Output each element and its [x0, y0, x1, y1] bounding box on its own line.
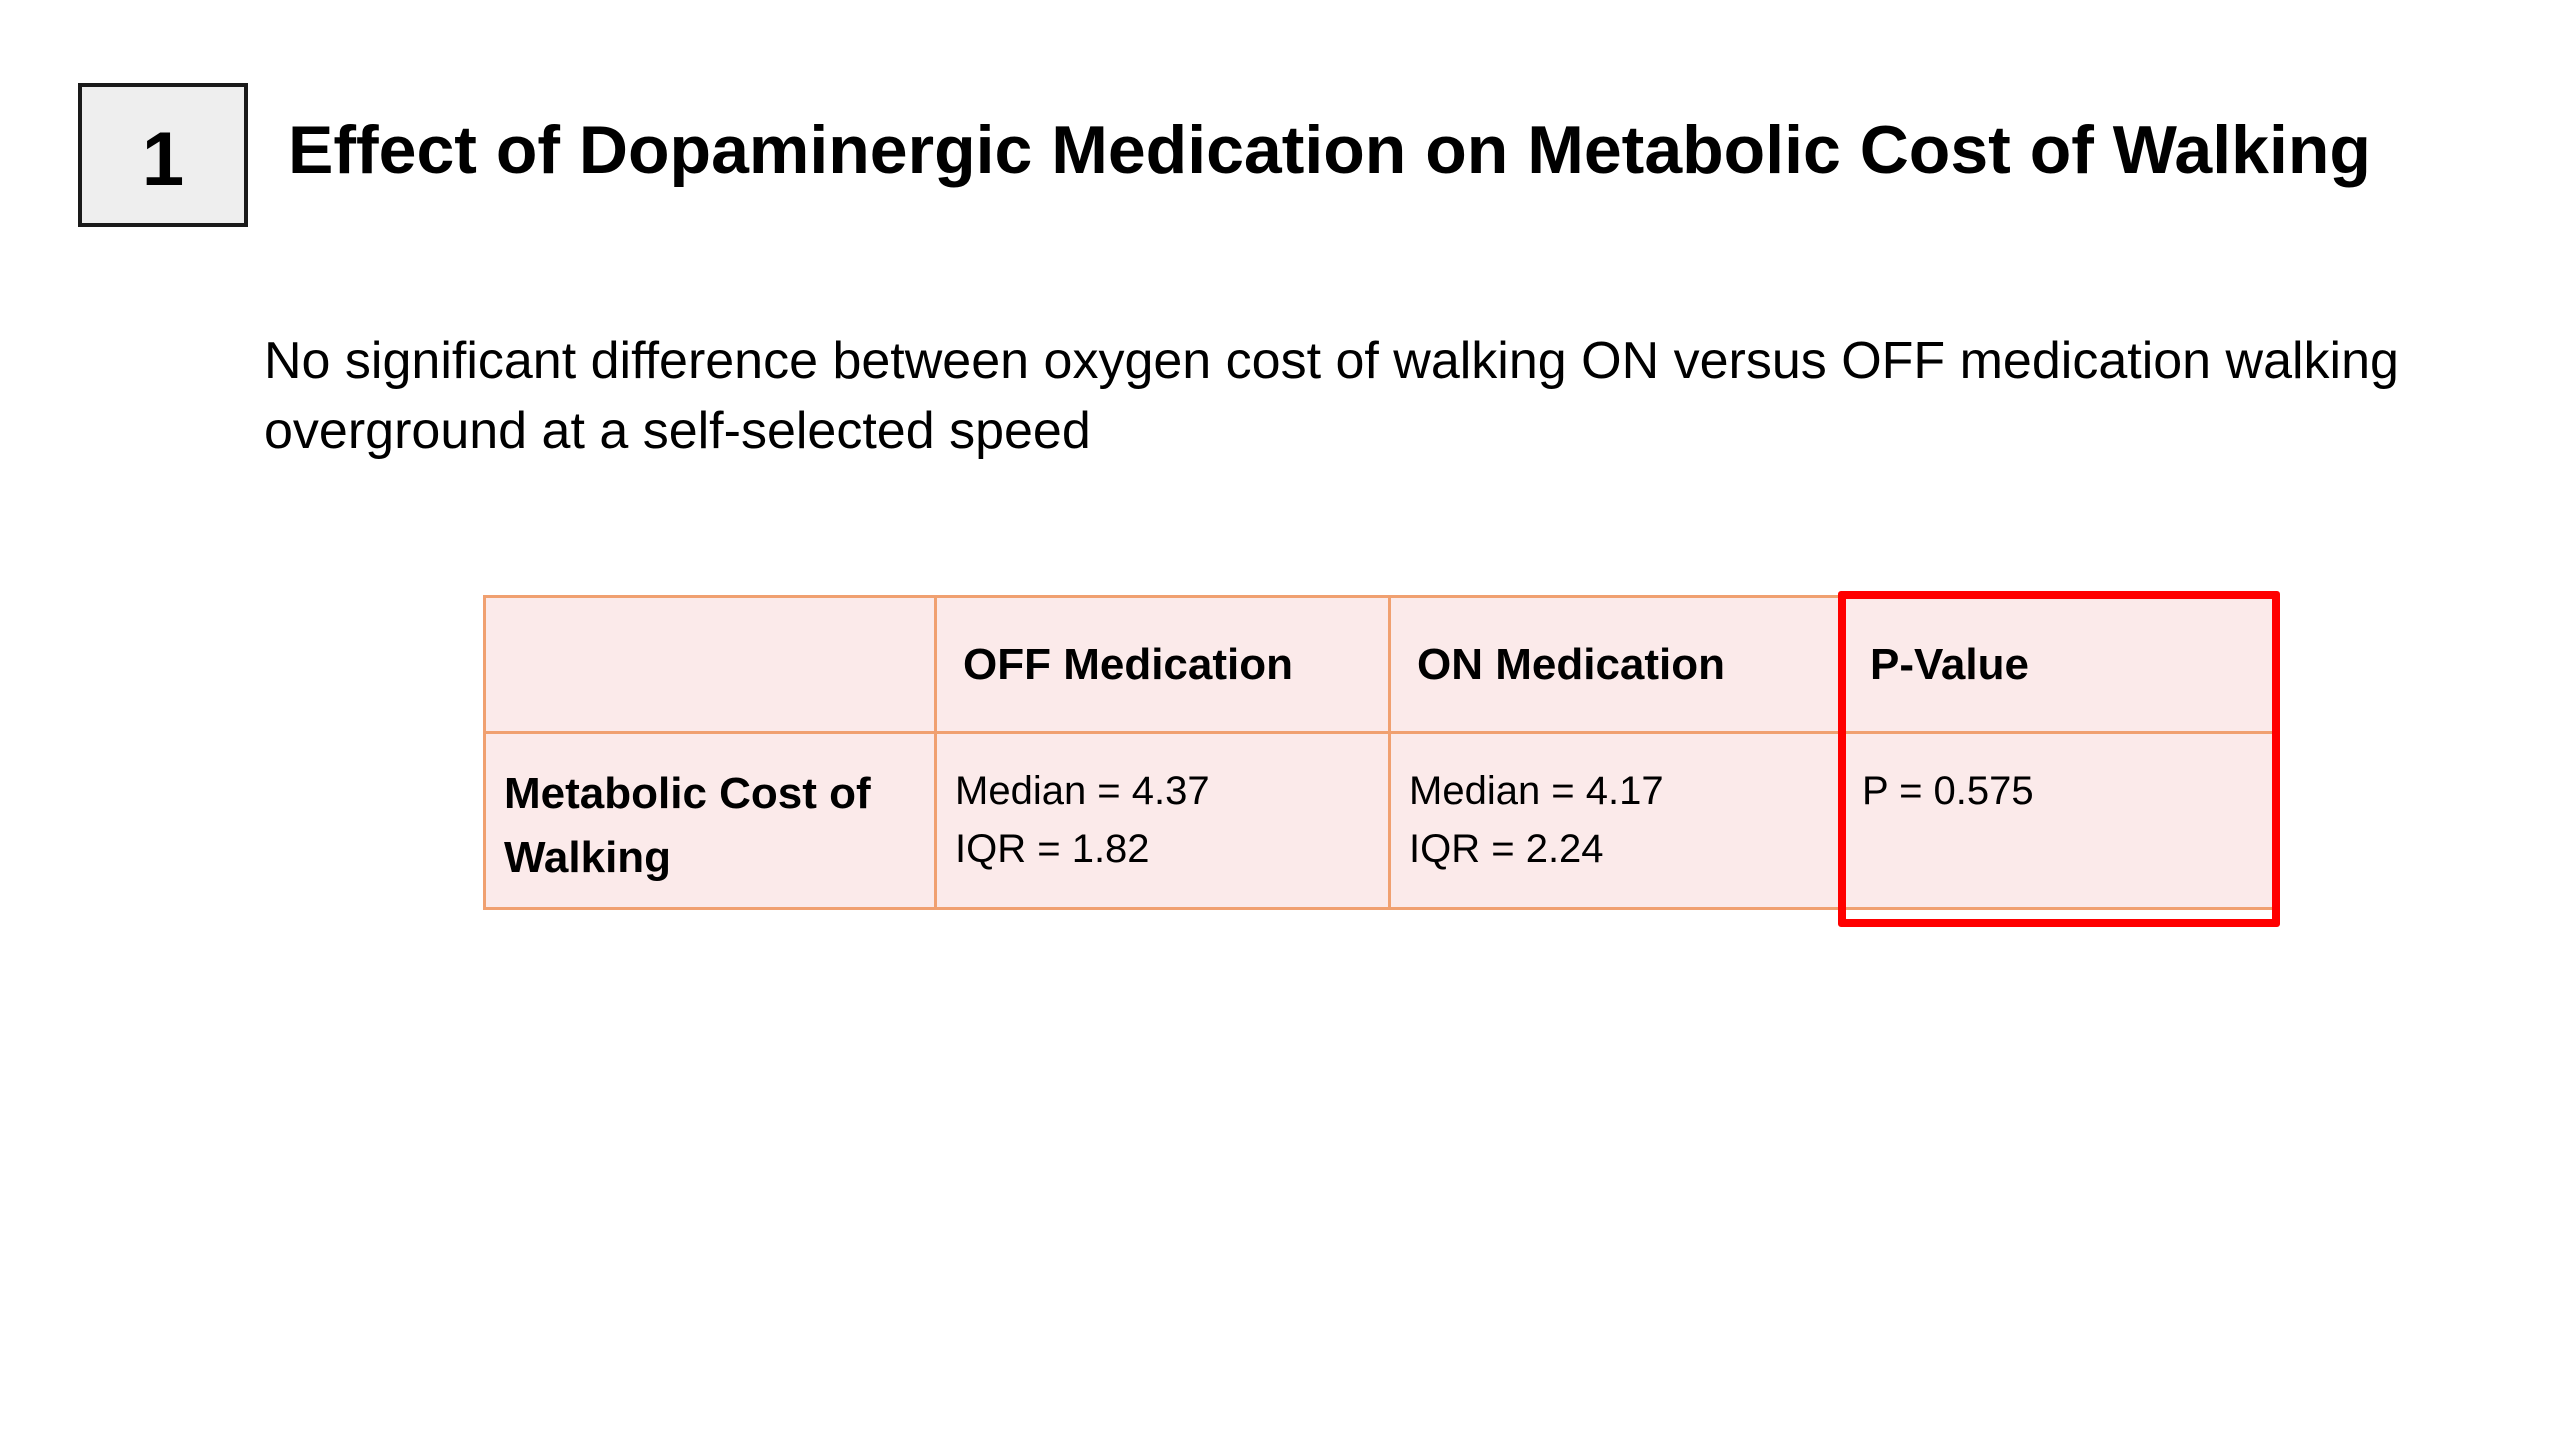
- header-cell-on-medication: ON Medication: [1388, 595, 1844, 734]
- header-cell-empty: [483, 595, 937, 734]
- off-iqr: IQR = 1.82: [955, 827, 1150, 871]
- summary-text: No significant difference between oxygen…: [264, 332, 2399, 460]
- table-row: Metabolic Cost of Walking Median = 4.37 …: [483, 731, 2275, 910]
- cell-on-medication: Median = 4.17 IQR = 2.24: [1388, 731, 1844, 910]
- cell-p-value: P = 0.575: [1841, 731, 2275, 910]
- slide-title: Effect of Dopaminergic Medication on Met…: [288, 112, 2371, 188]
- on-iqr: IQR = 2.24: [1409, 827, 1604, 871]
- row-label-line-1: Metabolic Cost of: [504, 769, 871, 818]
- p-value: P = 0.575: [1862, 769, 2034, 813]
- cell-off-medication: Median = 4.37 IQR = 1.82: [934, 731, 1391, 910]
- row-label-line-2: Walking: [504, 833, 672, 882]
- slide-number-box: 1: [78, 83, 248, 227]
- row-label-metabolic-cost: Metabolic Cost of Walking: [483, 731, 937, 910]
- slide-number: 1: [141, 117, 185, 202]
- on-median: Median = 4.17: [1409, 769, 1664, 813]
- table-header-row: OFF Medication ON Medication P-Value: [483, 595, 2275, 734]
- results-table: OFF Medication ON Medication P-Value Met…: [483, 595, 2275, 910]
- header-cell-p-value: P-Value: [1841, 595, 2275, 734]
- off-median: Median = 4.37: [955, 769, 1210, 813]
- header-cell-off-medication: OFF Medication: [934, 595, 1391, 734]
